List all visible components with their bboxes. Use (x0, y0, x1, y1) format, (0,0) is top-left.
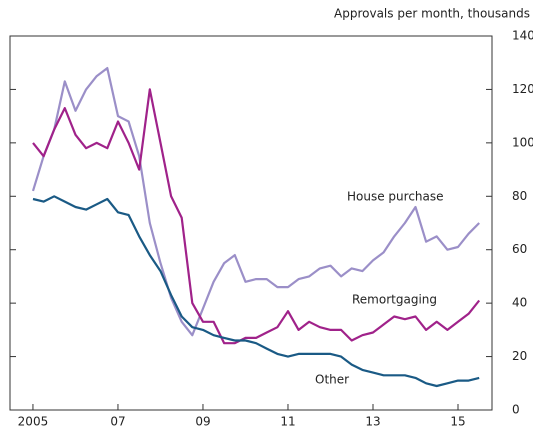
x-tick-label: 13 (365, 415, 380, 429)
y-tick-label: 100 (512, 135, 533, 149)
series-label: House purchase (347, 190, 444, 204)
series-label: Other (315, 373, 349, 387)
x-tick-label: 2005 (18, 415, 49, 429)
line-series (32, 88, 481, 345)
y-tick-label: 60 (512, 242, 527, 256)
x-tick-label: 07 (110, 415, 125, 429)
y-tick-label: 20 (512, 349, 527, 363)
y-tick-label: 80 (512, 189, 527, 203)
x-tick-label: 15 (450, 415, 465, 429)
y-tick-label: 0 (512, 403, 520, 417)
y-tick-label: 140 (512, 29, 533, 43)
line-series (32, 195, 480, 388)
axis-label: Approvals per month, thousands (334, 7, 530, 21)
x-tick-label: 11 (280, 415, 295, 429)
series-label: Remortgaging (352, 293, 437, 307)
line-series (31, 67, 480, 337)
plot-frame (9, 35, 493, 411)
y-tick-label: 40 (512, 296, 527, 310)
x-tick-label: 09 (195, 415, 210, 429)
y-tick-label: 120 (512, 82, 533, 96)
